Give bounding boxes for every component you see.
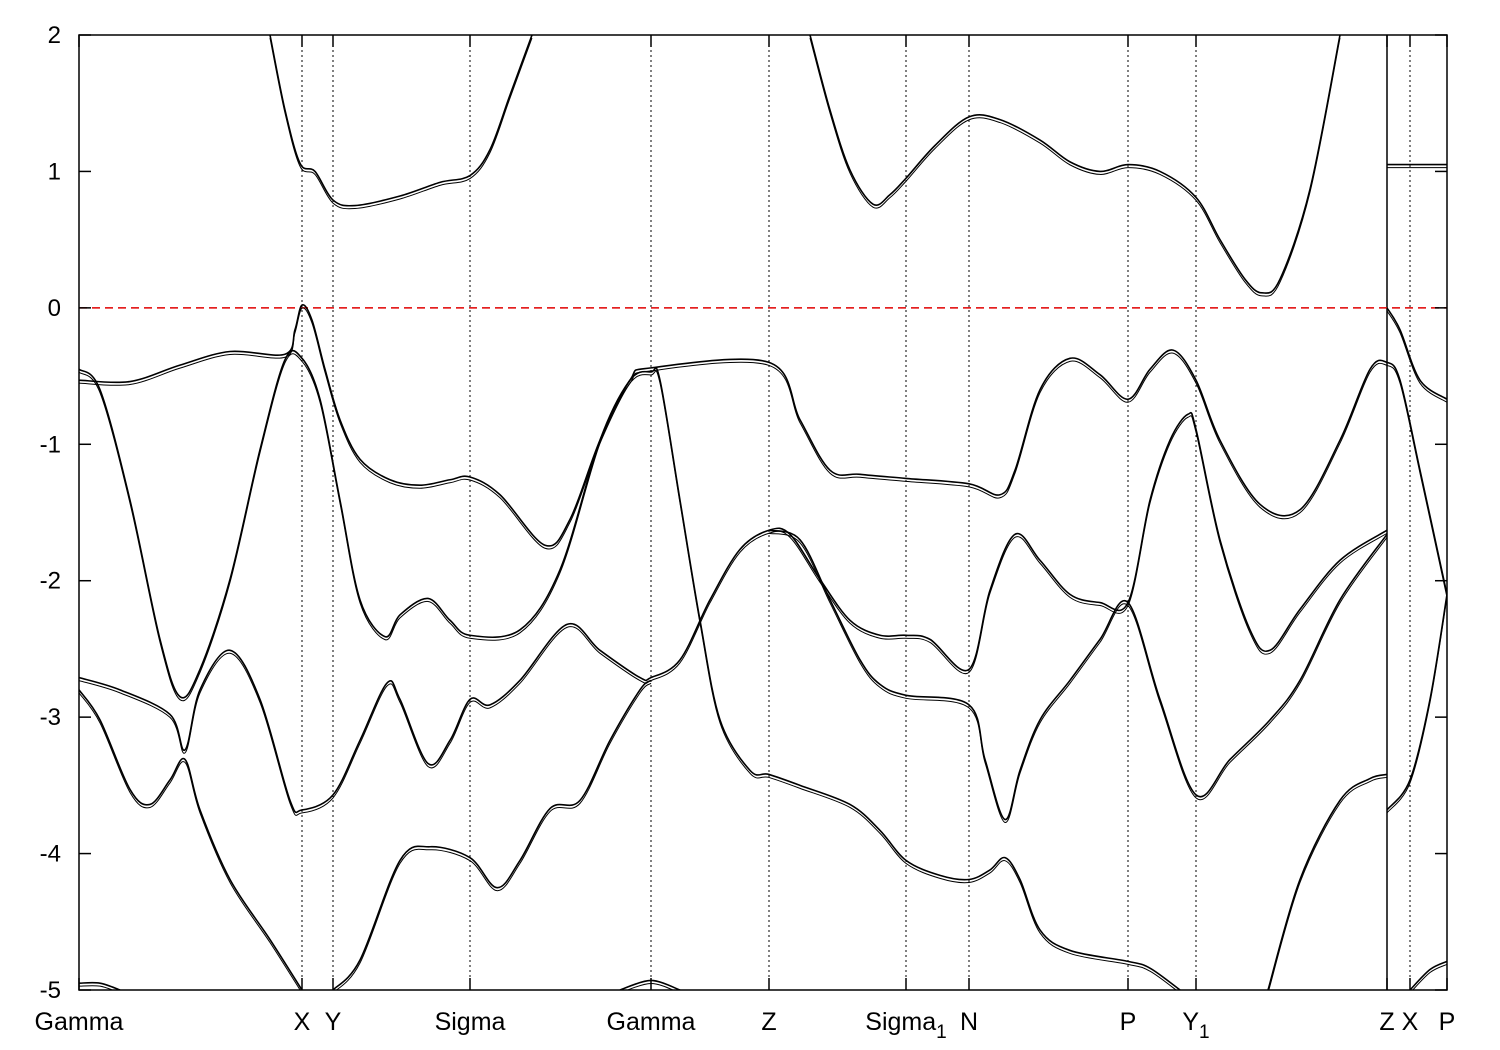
x-tick-label-1: X bbox=[294, 1008, 311, 1036]
band-v6-split bbox=[335, 682, 652, 990]
x-axis: Gamma X Y Sigma Gamma Z Sigma1 N P Y1 Z X P bbox=[35, 35, 1456, 1043]
x-tick-label-4: Gamma bbox=[607, 1008, 696, 1036]
band-v8-split bbox=[1386, 597, 1447, 814]
band-v12 bbox=[619, 979, 681, 990]
band-v7 bbox=[1386, 307, 1447, 400]
band-v3 bbox=[79, 411, 1388, 814]
y-tick-label: 0 bbox=[48, 295, 61, 322]
band-v9 bbox=[1409, 960, 1447, 990]
x-tick-label-text: Z bbox=[1379, 1008, 1394, 1036]
band-v9-split bbox=[1412, 963, 1447, 990]
x-tick-label-3: Sigma bbox=[435, 1008, 506, 1036]
plot-frame bbox=[78, 34, 1448, 991]
y-tick-label: -1 bbox=[40, 431, 61, 458]
band-v10 bbox=[1267, 773, 1388, 990]
band-v5-split bbox=[79, 692, 301, 990]
x-tick-label-subscript: 1 bbox=[1199, 1022, 1210, 1043]
y-axis: -5 -4 -3 -2 -1 0 1 2 bbox=[40, 22, 1447, 1004]
y-tick-label: -5 bbox=[40, 977, 61, 1004]
x-tick-label-text: Z bbox=[761, 1008, 776, 1036]
band-v6 bbox=[332, 679, 652, 990]
band-v11 bbox=[79, 981, 121, 990]
y-tick-label: 1 bbox=[48, 158, 61, 185]
x-tick-label-text: X bbox=[1402, 1008, 1419, 1036]
band-v1-split bbox=[79, 307, 1447, 598]
bands bbox=[79, 35, 1447, 990]
high-symmetry-lines bbox=[301, 35, 1411, 990]
band-v12-split bbox=[626, 982, 675, 990]
band-v3-split bbox=[79, 415, 1388, 816]
band-v2 bbox=[79, 350, 1181, 990]
x-tick-label-text: N bbox=[960, 1008, 978, 1036]
band-c2-split bbox=[809, 37, 1341, 297]
band-v5 bbox=[79, 689, 303, 990]
band-c1-split bbox=[269, 37, 533, 210]
x-tick-label-0: Gamma bbox=[35, 1008, 124, 1036]
x-tick-label-text: Gamma bbox=[35, 1008, 124, 1036]
band-v2-split bbox=[79, 353, 1177, 990]
y-tick-label: -4 bbox=[40, 841, 61, 868]
band-v4 bbox=[768, 529, 1388, 821]
x-tick-label-text: Y bbox=[1182, 1008, 1199, 1036]
band-c1 bbox=[269, 35, 533, 207]
x-tick-label-text: Sigma bbox=[865, 1008, 936, 1036]
band-v8 bbox=[1386, 594, 1447, 811]
band-v4-split bbox=[768, 532, 1388, 823]
x-tick-label-text: P bbox=[1120, 1008, 1137, 1036]
y-tick-label: -3 bbox=[40, 704, 61, 731]
x-tick-label-11: X bbox=[1402, 1008, 1419, 1036]
x-tick-label-2: Y bbox=[325, 1008, 342, 1036]
band-v7-split bbox=[1386, 310, 1447, 403]
x-tick-label-10: Z bbox=[1379, 1008, 1394, 1036]
x-tick-label-text: Y bbox=[325, 1008, 342, 1036]
x-tick-label-text: P bbox=[1439, 1008, 1456, 1036]
x-tick-label-12: P bbox=[1439, 1008, 1456, 1036]
band-v1 bbox=[79, 304, 1447, 595]
x-tick-label-subscript: 1 bbox=[936, 1022, 947, 1043]
x-tick-label-7: N bbox=[960, 1008, 978, 1036]
x-tick-label-9: Y1 bbox=[1182, 1008, 1209, 1043]
x-tick-label-8: P bbox=[1120, 1008, 1137, 1036]
x-tick-label-text: X bbox=[294, 1008, 311, 1036]
band-v10-split bbox=[1268, 776, 1388, 990]
x-tick-label-6: Sigma1 bbox=[865, 1008, 946, 1043]
x-tick-label-text: Sigma bbox=[435, 1008, 506, 1036]
x-tick-label-5: Z bbox=[761, 1008, 776, 1036]
band-v11-split bbox=[79, 985, 114, 990]
y-tick-label: 2 bbox=[48, 22, 61, 49]
x-tick-label-text: Gamma bbox=[607, 1008, 696, 1036]
band-c2 bbox=[809, 35, 1341, 294]
y-tick-label: -2 bbox=[40, 568, 61, 595]
